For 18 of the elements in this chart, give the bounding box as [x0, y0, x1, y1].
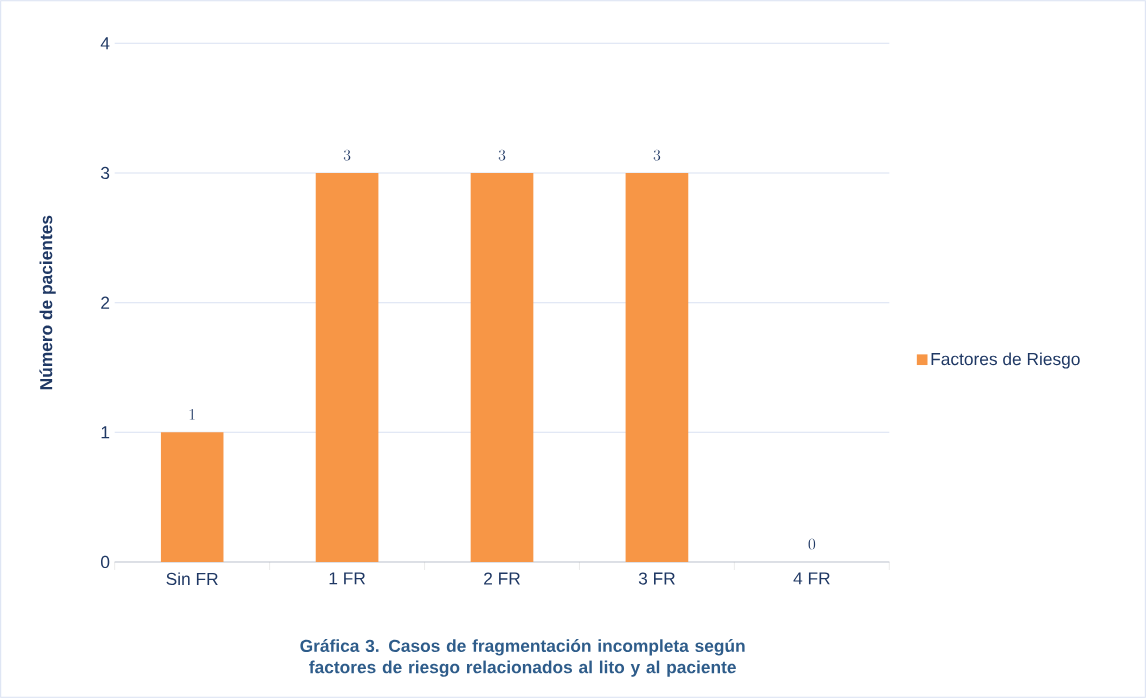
y-tick-label: 4: [100, 37, 110, 50]
y-tick-label: 2: [101, 296, 110, 309]
x-tick-label: 4 FR: [793, 572, 830, 585]
data-label: 3: [498, 149, 506, 161]
data-label: 0: [808, 538, 816, 550]
data-label: 1: [189, 408, 195, 420]
x-tick-label: 2 FR: [484, 572, 520, 585]
y-tick-label: 1: [101, 426, 110, 439]
y-tick-label: 0: [100, 555, 110, 569]
y-tick-label: 3: [100, 166, 110, 180]
legend-label: Factores de Riesgo: [931, 352, 1080, 369]
x-tick-label: 3 FR: [638, 572, 675, 585]
text: Gráfica 3. Casos de fragmentación incompleta según factores de riesgo relacionados al lito y al paciente: [300, 639, 745, 677]
data-label: 3: [343, 149, 351, 161]
data-label: 3: [653, 149, 661, 161]
x-tick-label: Sin FR: [166, 572, 218, 586]
y-axis-title: Número de pacientes: [39, 215, 56, 390]
x-tick-label: 1 FR: [329, 572, 366, 585]
